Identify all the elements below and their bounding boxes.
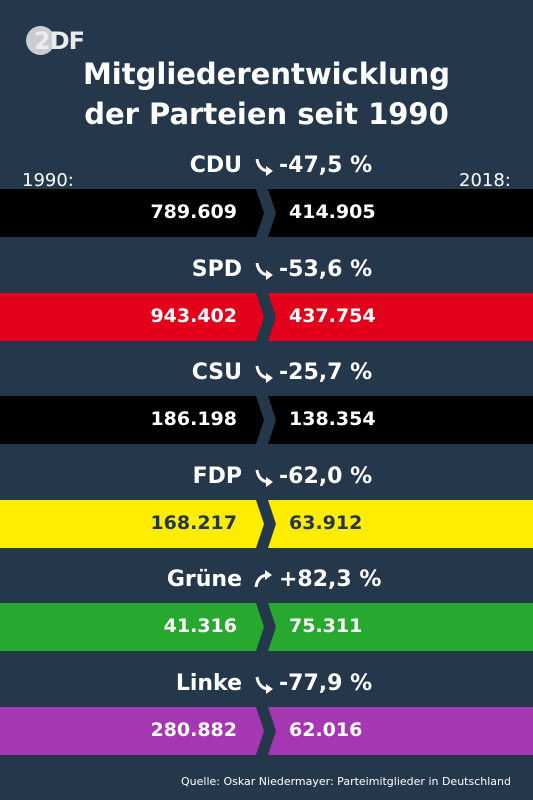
trend-down-icon xyxy=(255,365,273,383)
band-background xyxy=(0,499,533,548)
party-header-fdp: FDP -62,0 % xyxy=(0,456,533,500)
party-band-spd: 943.402 437.754 xyxy=(0,292,533,341)
party-band-csu: 186.198 138.354 xyxy=(0,396,533,444)
value-2018: 62.016 xyxy=(289,718,363,741)
party-band-gruene: 41.316 75.311 xyxy=(0,603,533,651)
party-header-csu: CSU -25,7 % xyxy=(0,352,533,396)
percent-change: -62,0 % xyxy=(279,463,373,489)
party-header-linke: Linke -77,9 % xyxy=(0,663,533,707)
band-left-segment xyxy=(0,706,264,755)
band-background xyxy=(0,603,533,651)
value-2018: 437.754 xyxy=(289,304,376,327)
column-label-2018: 2018: xyxy=(459,170,511,191)
party-name: FDP xyxy=(192,463,242,489)
value-2018: 414.905 xyxy=(289,201,376,223)
title-line-1: Mitgliederentwicklung xyxy=(82,57,451,91)
party-header-gruene: Grüne +82,3 % xyxy=(0,559,533,603)
band-left-segment xyxy=(0,499,264,548)
party-name: CDU xyxy=(189,153,242,178)
party-header-cdu: CDU -47,5 % xyxy=(0,145,533,189)
source-note: Quelle: Oskar Niedermayer: Parteimitglie… xyxy=(180,775,511,788)
value-1990: 789.609 xyxy=(150,201,237,223)
value-2018: 75.311 xyxy=(289,615,363,637)
band-left-segment xyxy=(0,189,264,237)
value-2018: 63.912 xyxy=(289,511,363,534)
trend-down-icon xyxy=(255,676,273,694)
party-header-spd: SPD -53,6 % xyxy=(0,249,533,293)
value-2018: 138.354 xyxy=(289,408,376,430)
percent-change: -25,7 % xyxy=(279,360,373,385)
value-1990: 943.402 xyxy=(150,304,237,327)
trend-down-icon xyxy=(255,262,273,280)
chart-title: Mitgliederentwicklung der Parteien seit … xyxy=(0,54,533,134)
percent-change: +82,3 % xyxy=(279,567,382,592)
column-label-1990: 1990: xyxy=(22,170,74,191)
party-band-cdu: 789.609 414.905 xyxy=(0,189,533,237)
party-name: CSU xyxy=(191,360,242,385)
band-background xyxy=(0,189,533,237)
zdf-logo: 2DF xyxy=(26,26,85,56)
title-line-2: der Parteien seit 1990 xyxy=(84,97,449,131)
band-background xyxy=(0,396,533,444)
band-right-segment xyxy=(268,292,533,341)
party-band-linke: 280.882 62.016 xyxy=(0,706,533,755)
logo-circle xyxy=(26,26,55,55)
band-right-segment xyxy=(268,603,533,651)
band-left-segment xyxy=(0,396,264,444)
value-1990: 168.217 xyxy=(150,511,237,534)
band-left-segment xyxy=(0,603,264,651)
party-name: Linke xyxy=(175,670,242,696)
value-1990: 280.882 xyxy=(150,718,237,741)
band-right-segment xyxy=(268,706,533,755)
party-name: Grüne xyxy=(166,567,242,592)
party-band-fdp: 168.217 63.912 xyxy=(0,499,533,548)
value-1990: 186.198 xyxy=(150,408,237,430)
percent-change: -77,9 % xyxy=(279,670,373,696)
band-right-segment xyxy=(268,499,533,548)
percent-change: -47,5 % xyxy=(279,153,373,178)
band-background xyxy=(0,706,533,755)
percent-change: -53,6 % xyxy=(279,256,373,282)
band-right-segment xyxy=(268,189,533,237)
trend-up-icon xyxy=(254,570,272,588)
band-background xyxy=(0,292,533,341)
band-left-segment xyxy=(0,292,264,341)
trend-down-icon xyxy=(255,158,273,176)
value-1990: 41.316 xyxy=(163,615,237,637)
logo-text: 2DF xyxy=(34,27,85,55)
party-name: SPD xyxy=(191,256,242,282)
trend-down-icon xyxy=(255,469,273,487)
band-right-segment xyxy=(268,396,533,444)
